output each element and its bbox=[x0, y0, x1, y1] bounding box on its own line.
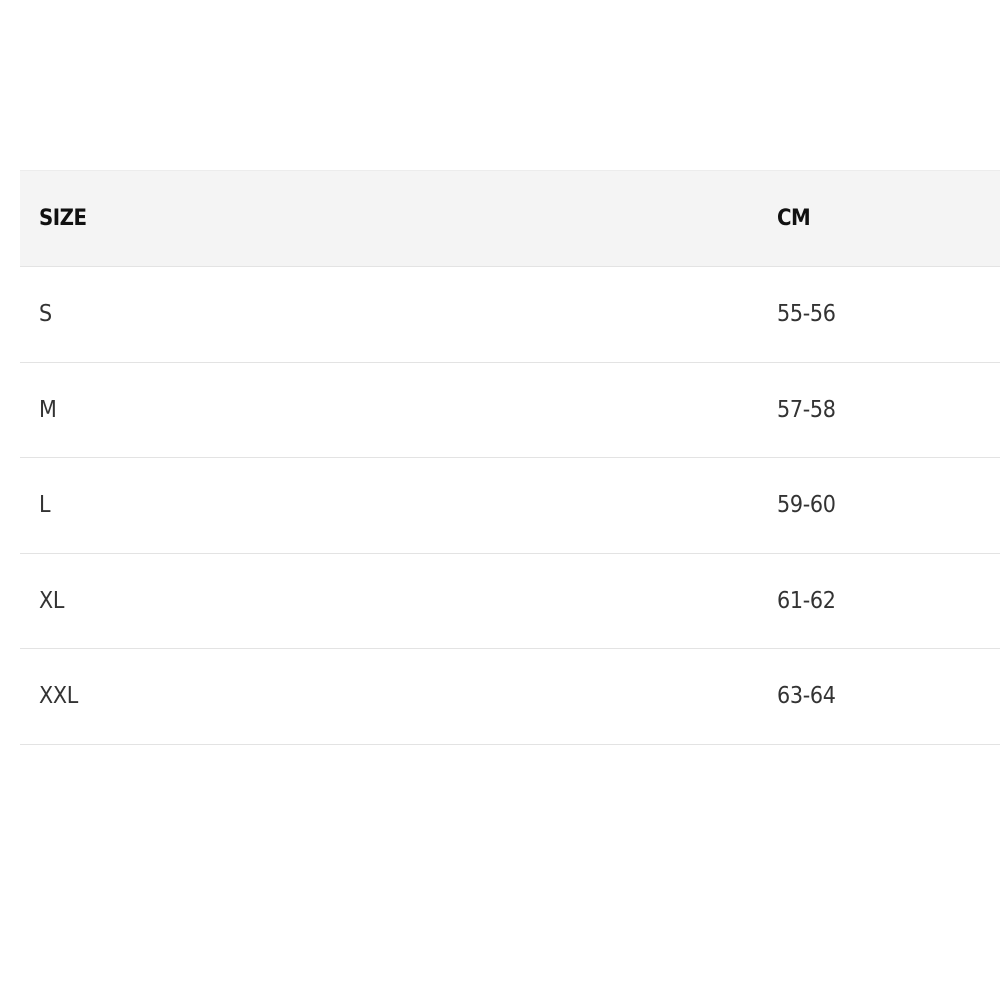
size-cell: L bbox=[39, 492, 51, 519]
cm-cell: 61-62 bbox=[777, 587, 836, 614]
cm-cell: 55-56 bbox=[777, 301, 836, 328]
cm-cell: 63-64 bbox=[777, 683, 836, 710]
table-row: M 57-58 bbox=[20, 363, 1000, 458]
cm-cell: 59-60 bbox=[777, 492, 836, 519]
table-row: L 59-60 bbox=[20, 458, 1000, 554]
table-row: S 55-56 bbox=[20, 267, 1000, 363]
size-cell: S bbox=[39, 301, 52, 328]
header-size: SIZE bbox=[39, 206, 87, 231]
table-row: XL 61-62 bbox=[20, 554, 1000, 649]
table-row: XXL 63-64 bbox=[20, 649, 1000, 745]
cm-cell: 57-58 bbox=[777, 396, 836, 423]
table-header-row: SIZE CM bbox=[20, 170, 1000, 267]
size-cell: XXL bbox=[39, 683, 78, 710]
size-chart-table: SIZE CM S 55-56 M 57-58 L 59-60 XL 61-62… bbox=[20, 170, 1000, 745]
header-cm: CM bbox=[777, 206, 811, 231]
size-cell: XL bbox=[39, 587, 65, 614]
size-cell: M bbox=[39, 396, 57, 423]
